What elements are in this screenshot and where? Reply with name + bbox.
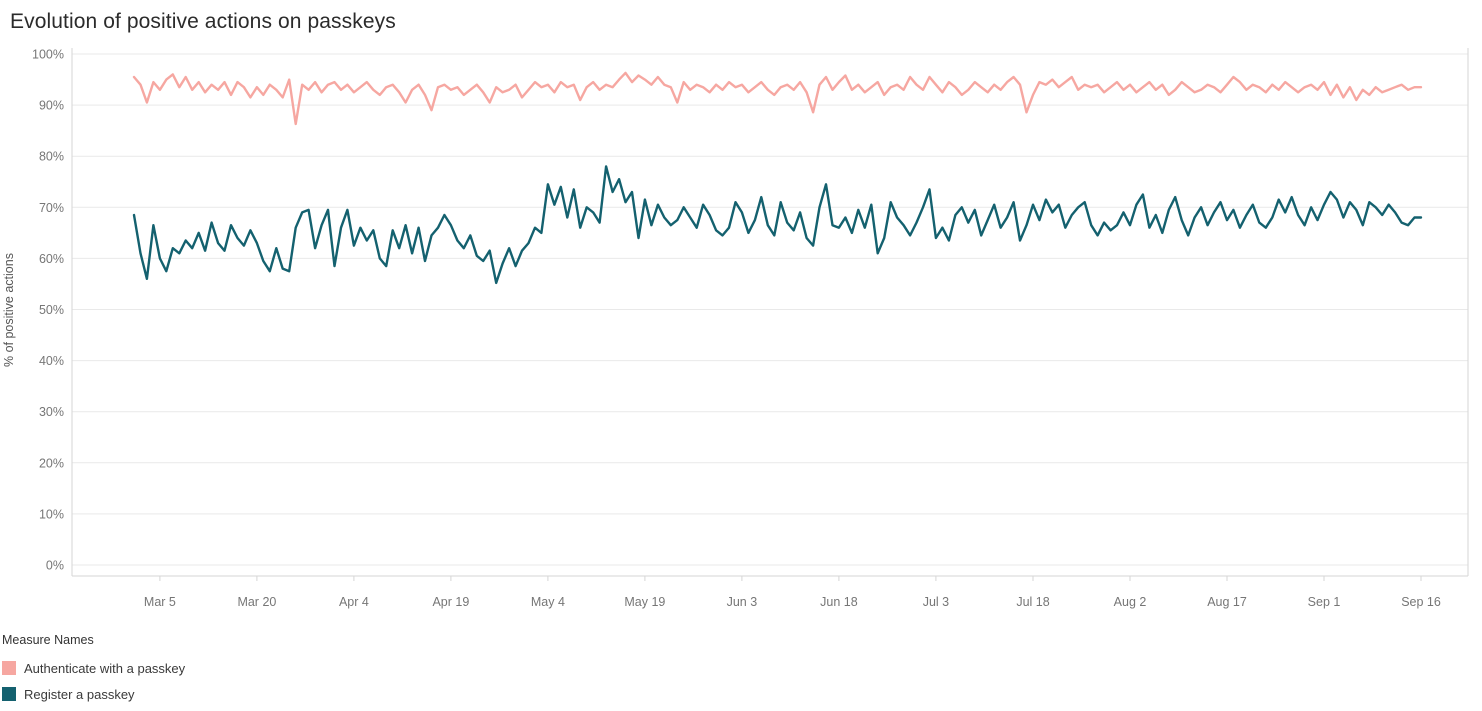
x-tick-label: Sep 1 xyxy=(1308,595,1341,609)
x-tick-label: Mar 20 xyxy=(237,595,276,609)
line-chart[interactable]: 0% 10% 20% 30% 40% 50% 60% 70% 80% 90% 100% Mar 5 Ma… xyxy=(0,40,1482,625)
y-tick-label: 90% xyxy=(39,99,64,113)
x-tick-label: Jul 3 xyxy=(923,595,949,609)
x-tick-label: May 19 xyxy=(624,595,665,609)
x-tick-label: Apr 19 xyxy=(432,595,469,609)
x-tick-label: May 4 xyxy=(531,595,565,609)
y-tick-label: 50% xyxy=(39,303,64,317)
legend-title: Measure Names xyxy=(2,633,94,647)
x-tick-label: Sep 16 xyxy=(1401,595,1441,609)
series-line-register-a-passkey[interactable] xyxy=(132,165,1423,285)
y-axis-title: % of positive actions xyxy=(2,253,16,367)
x-tick-label: Jun 3 xyxy=(727,595,758,609)
x-tick-label: Aug 2 xyxy=(1114,595,1147,609)
legend-item-label: Authenticate with a passkey xyxy=(24,660,186,676)
x-tick-label: Aug 17 xyxy=(1207,595,1247,609)
x-tick-label: Jun 18 xyxy=(820,595,858,609)
x-tick-label: Apr 4 xyxy=(339,595,369,609)
legend-swatch-authenticate-icon xyxy=(2,661,16,675)
y-tick-label: 60% xyxy=(39,252,64,266)
legend-item-register-a-passkey[interactable]: Register a passkey xyxy=(2,681,1482,707)
y-tick-label: 0% xyxy=(46,559,64,573)
legend-item-authenticate-with-a-passkey[interactable]: Authenticate with a passkey xyxy=(2,655,1482,681)
x-tick-label: Jul 18 xyxy=(1016,595,1049,609)
page-title: Evolution of positive actions on passkey… xyxy=(10,10,396,33)
legend-swatch-register-icon xyxy=(2,687,16,701)
y-tick-label: 30% xyxy=(39,405,64,419)
legend-item-label: Register a passkey xyxy=(24,686,135,702)
chart-area: % of positive actions 0% 10% 20% 30% 40% 50% 6… xyxy=(0,40,1482,625)
y-tick-label: 100% xyxy=(32,48,64,62)
x-tick-label: Mar 5 xyxy=(144,595,176,609)
y-tick-label: 70% xyxy=(39,201,64,215)
y-tick-label: 20% xyxy=(39,456,64,470)
y-tick-label: 40% xyxy=(39,354,64,368)
series-line-authenticate-with-a-passkey[interactable] xyxy=(132,71,1423,126)
legend: Measure Names Authenticate with a passke… xyxy=(0,625,1482,707)
y-tick-label: 80% xyxy=(39,150,64,164)
y-tick-label: 10% xyxy=(39,507,64,521)
